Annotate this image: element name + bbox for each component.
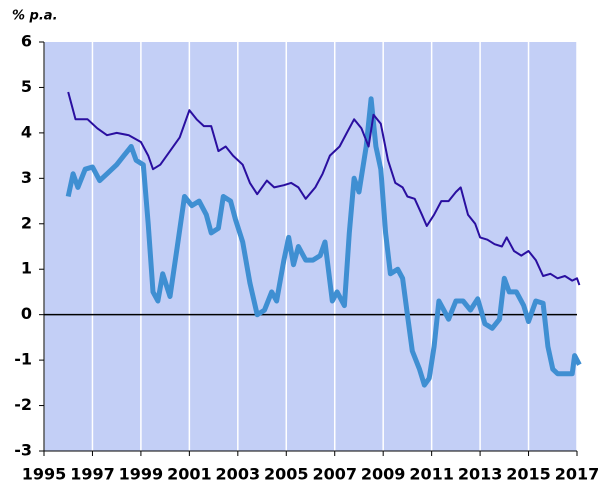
x-tick-label: 2009 — [361, 465, 406, 484]
y-tick-label: 0 — [21, 304, 32, 323]
y-tick-label: 4 — [21, 122, 32, 141]
y-tick-label: 5 — [21, 77, 32, 96]
x-tick-label: 2005 — [264, 465, 309, 484]
y-tick-label: 3 — [21, 168, 32, 187]
line-series — [65, 96, 582, 388]
y-tick-label: 2 — [21, 213, 32, 232]
y-axis-label: % p.a. — [12, 9, 58, 24]
x-tick-label: 2011 — [409, 465, 454, 484]
x-tick-label: 1997 — [70, 465, 115, 484]
y-tick-label: 1 — [21, 259, 32, 278]
x-tick-label: 2015 — [506, 465, 551, 484]
x-tick-label: 2007 — [312, 465, 357, 484]
y-tick-label: 6 — [21, 32, 32, 51]
y-tick-label: -3 — [14, 441, 32, 460]
x-tick-label: 2013 — [458, 465, 503, 484]
x-tick-label: 2017 — [555, 465, 600, 484]
line-series — [67, 91, 581, 286]
x-tick-label: 1999 — [119, 465, 164, 484]
y-tick-label: -2 — [14, 395, 32, 414]
x-tick-label: 2003 — [216, 465, 261, 484]
x-tick-label: 1995 — [22, 465, 67, 484]
plot-area — [44, 42, 577, 451]
x-tick-label: 2001 — [167, 465, 212, 484]
y-tick-label: -1 — [14, 350, 32, 369]
